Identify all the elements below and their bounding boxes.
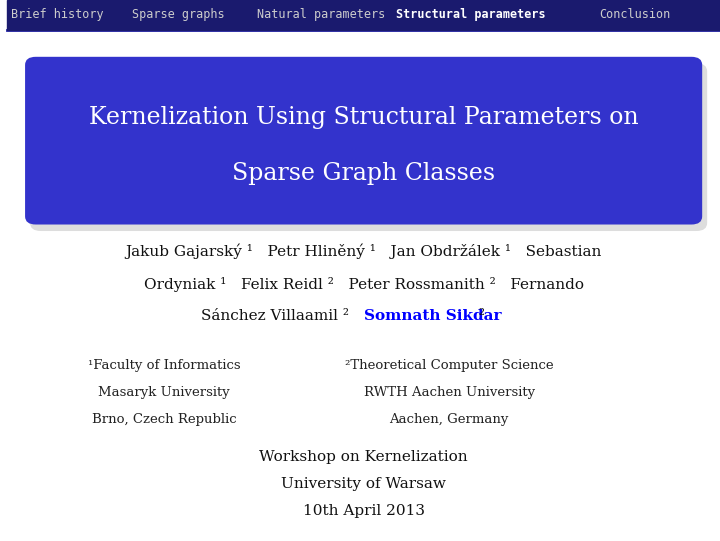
Text: ²: ²: [474, 309, 485, 324]
Text: Sparse Graph Classes: Sparse Graph Classes: [232, 162, 495, 186]
Text: ¹Faculty of Informatics: ¹Faculty of Informatics: [88, 359, 240, 372]
Text: University of Warsaw: University of Warsaw: [282, 477, 446, 491]
Text: RWTH Aachen University: RWTH Aachen University: [364, 386, 535, 399]
FancyBboxPatch shape: [30, 63, 707, 231]
Text: 10th April 2013: 10th April 2013: [302, 504, 425, 518]
Text: Masaryk University: Masaryk University: [98, 386, 230, 399]
Text: Workshop on Kernelization: Workshop on Kernelization: [259, 450, 468, 464]
Text: Conclusion: Conclusion: [599, 8, 670, 22]
Text: Kernelization Using Structural Parameters on: Kernelization Using Structural Parameter…: [89, 107, 639, 129]
Text: ²Theoretical Computer Science: ²Theoretical Computer Science: [345, 359, 554, 372]
Bar: [7, 0, 720, 30]
Text: Brief history: Brief history: [11, 8, 104, 22]
Text: Jakub Gajarský ¹   Petr Hliněný ¹   Jan Obdržálek ¹   Sebastian: Jakub Gajarský ¹ Petr Hliněný ¹ Jan Obdr…: [125, 244, 602, 259]
Text: Structural parameters: Structural parameters: [396, 8, 545, 22]
Text: Sparse graphs: Sparse graphs: [132, 8, 225, 22]
FancyBboxPatch shape: [25, 57, 702, 225]
Text: Aachen, Germany: Aachen, Germany: [390, 413, 509, 426]
Text: Brno, Czech Republic: Brno, Czech Republic: [91, 413, 236, 426]
Text: Somnath Sikdar: Somnath Sikdar: [364, 309, 501, 324]
Text: Sánchez Villaamil ²: Sánchez Villaamil ²: [201, 309, 364, 324]
Text: Ordyniak ¹   Felix Reidl ²   Peter Rossmanith ²   Fernando: Ordyniak ¹ Felix Reidl ² Peter Rossmanit…: [143, 276, 584, 292]
Text: Natural parameters: Natural parameters: [257, 8, 385, 22]
